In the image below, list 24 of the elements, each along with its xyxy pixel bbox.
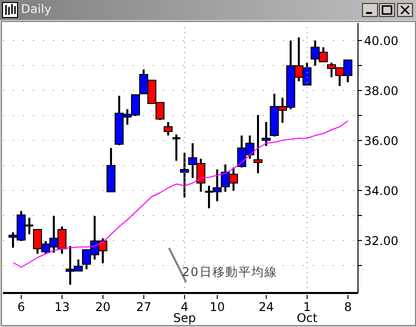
x-tick-label: 20 [95, 300, 111, 314]
y-tick-label: 38.00 [364, 84, 398, 98]
x-tick-label: 10 [210, 300, 225, 314]
y-tick-label: 40.00 [364, 34, 398, 48]
chart-title: Daily [21, 2, 52, 16]
y-tick-label: 32.00 [364, 234, 398, 248]
x-tick-label: 13 [54, 300, 70, 314]
y-tick-label: 36.00 [364, 134, 398, 148]
candlestick [180, 152, 189, 198]
x-tick-label: 4 [180, 300, 188, 314]
x-tick-label: 1 [303, 300, 311, 314]
annotation: 20日移動平均線 [182, 264, 278, 281]
x-tick-label: 8 [344, 300, 352, 314]
x-tick-label: 24 [258, 300, 274, 314]
y-tick-label: 34.00 [364, 184, 398, 198]
candlestick [164, 121, 173, 136]
line-series [12, 120, 348, 268]
ref-line-label: Sep [173, 311, 196, 325]
x-tick-label: 6 [17, 300, 26, 314]
x-tick-label: 27 [136, 300, 152, 314]
ref-line-label: Oct [296, 311, 318, 325]
candlestick [254, 114, 262, 174]
candlestick [171, 134, 182, 162]
candlestick [262, 121, 271, 147]
